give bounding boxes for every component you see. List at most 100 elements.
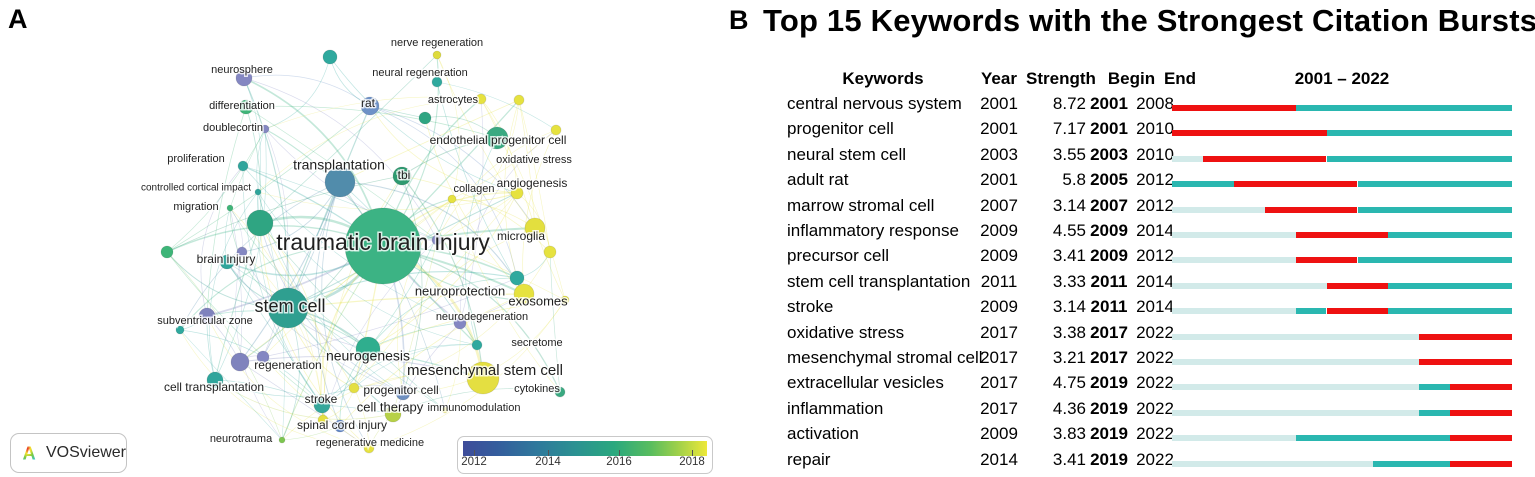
network-edge <box>339 99 520 183</box>
network-node <box>432 50 442 60</box>
active-segment <box>1326 130 1512 137</box>
burst-timeline-bar <box>1172 130 1512 137</box>
keyword-cell: repair <box>787 449 831 469</box>
pre-appearance-segment <box>1172 435 1296 442</box>
burst-timeline-bar <box>1172 333 1512 340</box>
legend-tick <box>619 450 620 456</box>
strength-cell: 3.21 <box>1052 348 1086 367</box>
end-cell: 2012 <box>1136 170 1174 190</box>
network-node-label: neurotrauma <box>210 433 273 445</box>
network-node <box>431 76 443 88</box>
network-node <box>384 405 402 423</box>
network-edge <box>264 56 331 130</box>
network-edge <box>367 299 566 350</box>
network-node <box>267 287 309 329</box>
network-edge <box>353 192 518 389</box>
begin-cell: 2007 <box>1090 195 1128 215</box>
network-edge <box>339 181 446 411</box>
network-node-label: endothelial progenitor cell <box>430 133 567 147</box>
begin-cell: 2019 <box>1090 449 1128 469</box>
network-node <box>324 166 356 198</box>
panel-b-title: Top 15 Keywords with the Strongest Citat… <box>763 3 1535 38</box>
network-edge <box>451 129 557 200</box>
year-cell: 2011 <box>980 271 1018 291</box>
network-node <box>313 396 331 414</box>
network-node <box>175 325 185 335</box>
legend-tick-label: 2014 <box>535 456 561 468</box>
begin-cell: 2005 <box>1090 170 1128 190</box>
strength-cell: 3.55 <box>1052 144 1086 164</box>
vosviewer-logo: A VOSviewer <box>10 433 127 473</box>
burst-row: repair 2014 3.41 2019 2022 <box>0 447 1535 472</box>
network-edge <box>239 361 370 449</box>
burst-row: activation 2009 3.83 2019 2022 <box>0 421 1535 446</box>
network-node-label: angiogenesis <box>497 176 568 190</box>
network-edge <box>287 105 371 309</box>
network-edge <box>480 98 518 194</box>
column-header-begin: Begin <box>1107 69 1156 88</box>
network-node-label: doublecortin <box>203 122 263 134</box>
network-node <box>395 385 411 401</box>
active-segment <box>1388 282 1512 289</box>
network-node-label: differentiation <box>209 100 275 112</box>
network-edge <box>166 175 403 253</box>
vosviewer-logo-text: VOSviewer <box>45 444 126 461</box>
network-node-label: controlled cortical impact <box>141 183 251 194</box>
network-node-label: immunomodulation <box>428 402 521 414</box>
year-cell: 2017 <box>980 398 1018 418</box>
panel-a-label: A <box>8 4 28 34</box>
network-edge <box>209 191 259 381</box>
active-segment <box>1295 105 1512 111</box>
network-edge <box>166 105 371 253</box>
network-edge <box>518 99 551 253</box>
network-node <box>513 94 525 106</box>
network-edge <box>281 373 484 441</box>
end-cell: 2022 <box>1136 449 1174 469</box>
network-edge <box>367 198 453 350</box>
legend-tick <box>474 450 475 456</box>
burst-timeline-bar <box>1172 460 1512 467</box>
network-edge <box>259 54 438 224</box>
network-node-label: secretome <box>511 337 562 349</box>
keyword-cell: neural stem cell <box>787 144 907 164</box>
network-edge <box>464 137 498 346</box>
burst-segment <box>1295 232 1389 238</box>
burst-row: marrow stromal cell 2007 3.14 2007 2012 <box>0 193 1535 218</box>
network-edge <box>214 379 323 406</box>
network-edge <box>353 387 370 449</box>
network-edge <box>243 77 438 241</box>
strength-cell: 3.41 <box>1052 449 1086 469</box>
end-cell: 2012 <box>1136 246 1174 266</box>
strength-cell: 7.17 <box>1052 119 1086 139</box>
keyword-cell: mesenchymal stromal cell <box>787 348 983 367</box>
pre-appearance-segment <box>1172 333 1420 340</box>
begin-cell: 2009 <box>1090 221 1128 240</box>
network-node <box>219 254 235 270</box>
network-edge <box>424 117 525 295</box>
end-cell: 2012 <box>1136 195 1174 215</box>
network-edge <box>229 207 369 350</box>
network-node <box>431 234 443 246</box>
network-node <box>226 204 234 212</box>
network-node <box>206 371 224 389</box>
network-edge <box>239 198 453 363</box>
active-segment <box>1357 181 1512 188</box>
network-node-label: migration <box>173 201 218 213</box>
network-edge <box>262 128 289 358</box>
end-cell: 2022 <box>1136 398 1174 418</box>
network-node <box>550 124 562 136</box>
burst-segment <box>1326 308 1389 315</box>
strength-cell: 4.36 <box>1052 398 1086 418</box>
network-node <box>198 307 216 325</box>
pre-appearance-segment <box>1172 206 1265 213</box>
end-cell: 2022 <box>1136 424 1174 444</box>
end-cell: 2022 <box>1136 348 1174 367</box>
network-edge <box>179 329 370 449</box>
begin-cell: 2009 <box>1090 246 1128 266</box>
keyword-cell: marrow stromal cell <box>787 195 935 215</box>
network-edge <box>549 251 561 393</box>
network-node-label: oxidative stress <box>496 154 572 166</box>
network-node <box>236 246 248 258</box>
pre-appearance-segment <box>1172 384 1420 391</box>
burst-timeline-bar <box>1172 409 1512 416</box>
